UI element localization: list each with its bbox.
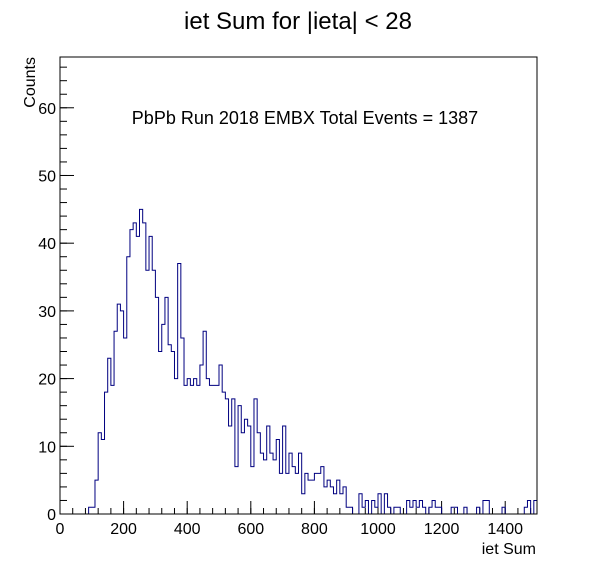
x-tick-label: 200	[110, 521, 137, 538]
histogram-bin	[136, 236, 139, 514]
histogram-bin	[346, 507, 349, 514]
histogram-bin	[216, 385, 219, 514]
chart-title: iet Sum for |ieta| < 28	[184, 8, 412, 35]
axes: 0 200 400 600 800 1000 1200 1400 0 10 20 30 40 50 60	[38, 66, 532, 538]
y-tick-label: 20	[38, 372, 56, 389]
x-tick-label: 1400	[487, 521, 523, 538]
histogram-bin	[152, 270, 155, 514]
x-tick-label: 0	[56, 521, 65, 538]
histogram-series	[60, 208, 537, 515]
y-tick-label: 60	[38, 101, 56, 118]
histogram-bin	[200, 365, 203, 514]
histogram-bin	[101, 440, 104, 514]
y-axis-label: Counts	[22, 57, 39, 108]
histogram-bin	[197, 385, 200, 514]
histogram-bin	[174, 379, 177, 514]
x-tick-label: 600	[237, 521, 264, 538]
histogram-bin	[244, 419, 247, 514]
x-tick-label: 400	[174, 521, 201, 538]
histogram-bin	[140, 209, 143, 514]
y-tick-label: 0	[47, 507, 56, 524]
chart-annotation: PbPb Run 2018 EMBX Total Events = 1387	[132, 108, 478, 128]
histogram-bin	[184, 385, 187, 514]
histogram-bin	[92, 507, 95, 514]
histogram-bin	[229, 426, 232, 514]
x-tick-label: 1200	[424, 521, 460, 538]
histogram-bin	[222, 392, 225, 514]
histogram-bin	[120, 311, 123, 514]
histogram-bin	[308, 480, 311, 514]
histogram-bin	[187, 379, 190, 514]
y-tick-label: 40	[38, 236, 56, 253]
histogram-bin	[162, 324, 165, 514]
x-tick-label: 800	[301, 521, 328, 538]
histogram-bin	[209, 385, 212, 514]
histogram-bin	[279, 473, 282, 514]
histogram-bin	[168, 345, 171, 514]
histogram-bin	[264, 460, 267, 514]
histogram-bin	[435, 507, 438, 514]
histogram-bin	[295, 473, 298, 514]
histogram-bin	[133, 223, 136, 514]
y-tick-label: 10	[38, 439, 56, 456]
histogram-bin	[159, 352, 162, 514]
histogram-bin	[235, 467, 238, 514]
y-tick-label: 30	[38, 304, 56, 321]
histogram-bin	[117, 304, 120, 514]
histogram-bin	[149, 236, 152, 514]
histogram-bin	[194, 379, 197, 514]
histogram-bin	[333, 494, 336, 514]
histogram-bin	[410, 507, 413, 514]
histogram-bin	[111, 385, 114, 514]
histogram-bin	[241, 433, 244, 514]
y-tick-label: 50	[38, 168, 56, 185]
histogram-outline	[60, 208, 537, 515]
histogram-bin	[124, 338, 127, 514]
histogram-bin	[130, 230, 133, 514]
x-tick-label: 1000	[360, 521, 396, 538]
histogram-bin	[270, 453, 273, 514]
histogram-bin	[206, 379, 209, 514]
histogram-bin	[286, 473, 289, 514]
histogram-bin	[190, 385, 193, 514]
histogram-bin	[260, 453, 263, 514]
histogram-bin	[273, 460, 276, 514]
x-axis-label: iet Sum	[482, 541, 536, 558]
plot-frame	[59, 56, 538, 515]
histogram-bin	[318, 473, 321, 514]
histogram-bin	[213, 385, 216, 514]
histogram-bin	[146, 270, 149, 514]
